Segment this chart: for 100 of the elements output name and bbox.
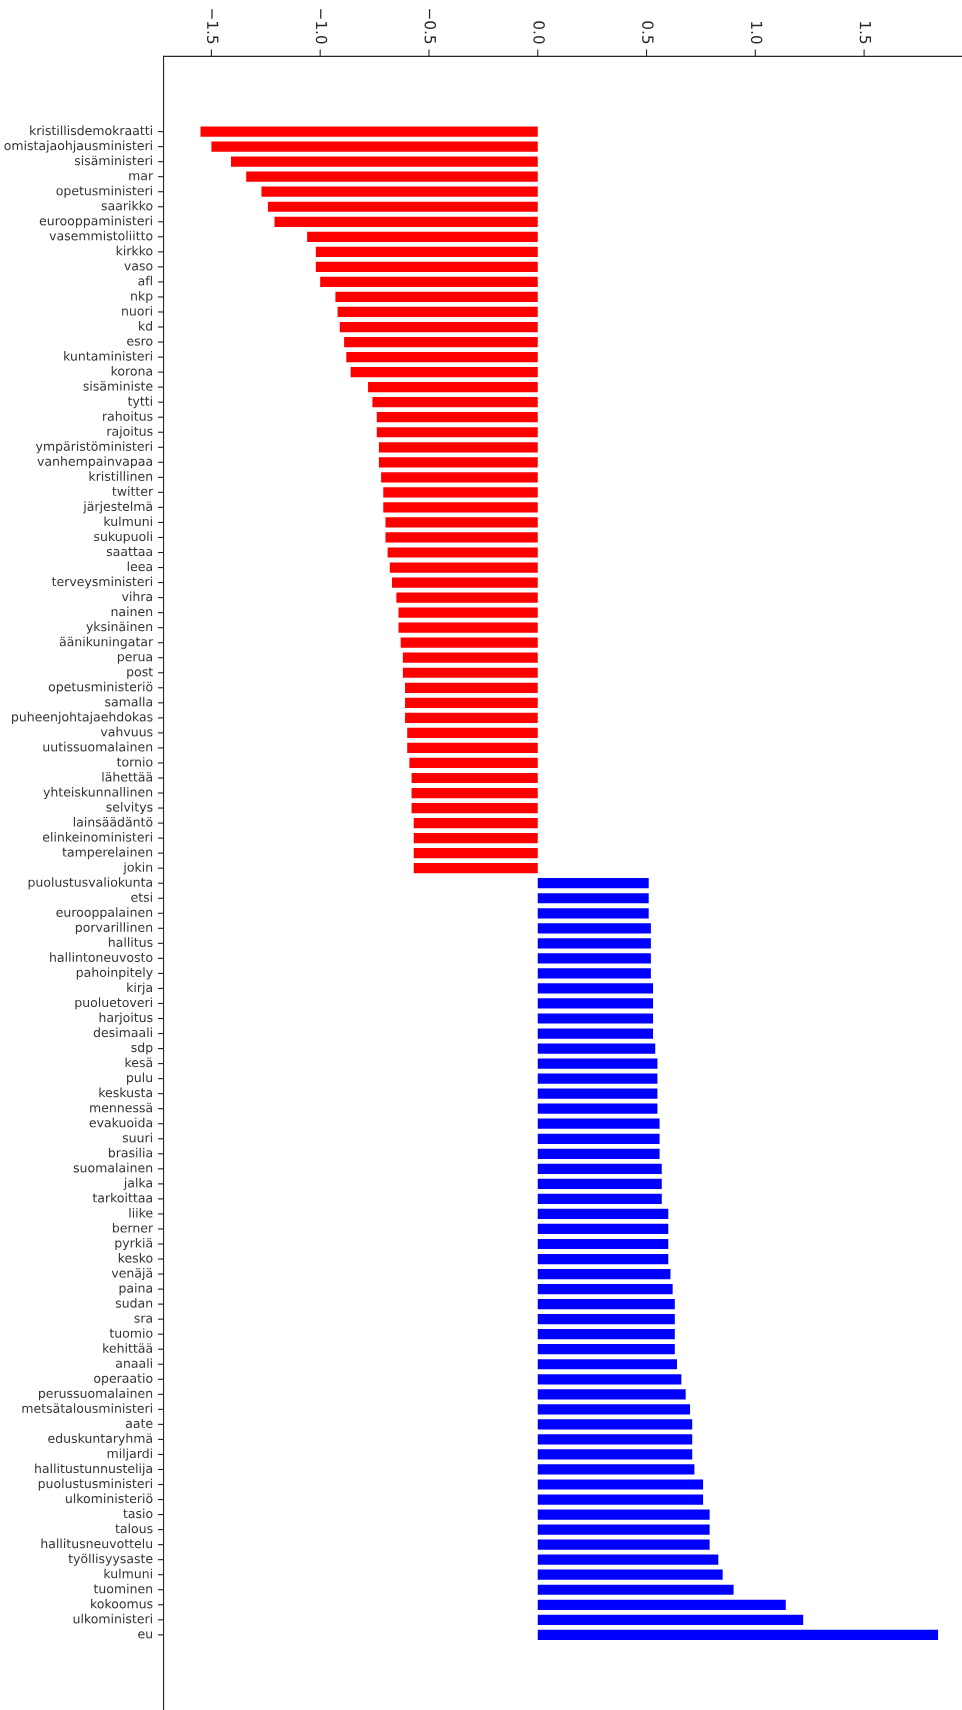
bar [537,1253,669,1265]
y-tick-label: hallitustunnustelija [35,1463,152,1476]
bar [344,336,538,348]
x-tick-label: 0.5 [642,21,654,44]
bar [537,1133,660,1144]
bar [537,1178,662,1189]
bar [537,893,649,904]
bar [339,321,538,333]
y-tick-label: vasemmistoliitto [49,230,153,241]
bar [537,1043,656,1054]
bar [537,1208,669,1220]
y-tick-label: saarikko [101,200,153,211]
y-tick-label: hallitusneuvottelu [41,1538,152,1549]
y-tick-label: rajoitus [107,426,153,439]
y-tick-label: ympäristöministeri [35,441,152,454]
bar [537,1464,695,1475]
y-tick-label: porvarillinen [75,922,153,935]
y-tick-label: paina [119,1283,152,1296]
y-tick-label: sisäministeri [74,155,152,166]
y-tick-label: ulkoministeriö [65,1493,153,1504]
bar [537,938,651,949]
bar [537,1344,675,1355]
y-tick-label: kristillinen [89,471,153,481]
bar [537,1163,662,1174]
bar [537,1088,658,1099]
y-tick-label: kirkko [116,245,153,256]
bar [537,923,651,934]
bar [391,577,538,588]
y-tick-label: elinkeinoministeri [42,832,152,842]
y-tick-label: eurooppalainen [56,907,153,920]
bar [537,1013,654,1024]
bar [537,1028,654,1039]
bar [398,607,538,618]
bar [409,757,538,769]
bar [387,547,538,558]
y-tick-label: hallitus [108,937,153,947]
bar [537,1073,658,1084]
bar [537,1058,658,1069]
bar [537,1404,691,1415]
y-tick-label: pyrkiä [115,1237,152,1251]
bar [537,1268,671,1280]
bar [385,532,538,543]
bar [315,246,538,257]
bar [411,772,538,784]
bar [537,1539,710,1550]
x-tick-label: −0.5 [424,9,437,44]
bar [537,1329,675,1340]
bar [537,1238,669,1250]
bar [398,622,538,633]
bar [400,637,538,648]
bar [267,201,538,212]
y-tick-label: talous [115,1523,153,1534]
bar [407,742,538,754]
y-tick-label: leea [127,561,152,572]
bar [381,472,538,483]
y-tick-label: eduskuntaryhmä [48,1433,152,1446]
bar [413,848,538,859]
bar [537,1223,669,1235]
y-tick-label: liike [129,1207,153,1218]
bar [537,908,649,919]
y-tick-label: post [127,667,153,679]
y-tick-label: hallintoneuvosto [50,952,153,962]
bar [376,412,538,423]
y-tick-label: keskusta [99,1087,152,1098]
bar [537,1629,939,1640]
bar [389,562,538,573]
bar [537,1554,719,1565]
y-tick-label: perussuomalainen [39,1388,153,1401]
bar [413,833,538,844]
bar [537,1569,723,1580]
y-tick-label: kirja [127,982,152,995]
y-tick-label: sukupuoli [94,531,152,544]
y-tick-label: ulkoministeri [73,1613,152,1624]
y-tick-label: aate [125,1419,153,1429]
bar [372,397,538,408]
y-tick-label: puheenjohtajaehdokas [12,711,153,724]
y-tick-label: selvitys [106,802,153,815]
y-tick-label: sudan [115,1298,153,1308]
y-tick-label: kesä [125,1057,152,1068]
y-tick-label: perua [117,654,152,664]
y-tick-label: omistajaohjausministeri [4,140,152,153]
y-tick-label: etsi [131,892,152,902]
y-tick-label: suuri [122,1132,152,1143]
y-tick-label: vaso [124,263,153,271]
bar [537,1193,662,1205]
y-tick-label: tuominen [93,1583,153,1594]
y-tick-label: lainsäädäntö [73,817,153,827]
bar [346,351,538,363]
bar [407,727,538,738]
y-tick-label: työllisyysaste [68,1553,153,1566]
y-tick-label: tasio [123,1508,153,1519]
y-tick-label: sra [134,1315,152,1323]
x-tick-label: −1.0 [315,9,328,44]
y-tick-label: kokoomus [91,1598,153,1609]
y-tick-label: mennessä [90,1102,152,1113]
y-tick-label: lähettää [102,771,152,782]
bar [335,291,538,303]
bar [396,592,538,603]
bar [378,457,538,468]
bar [537,1359,677,1370]
